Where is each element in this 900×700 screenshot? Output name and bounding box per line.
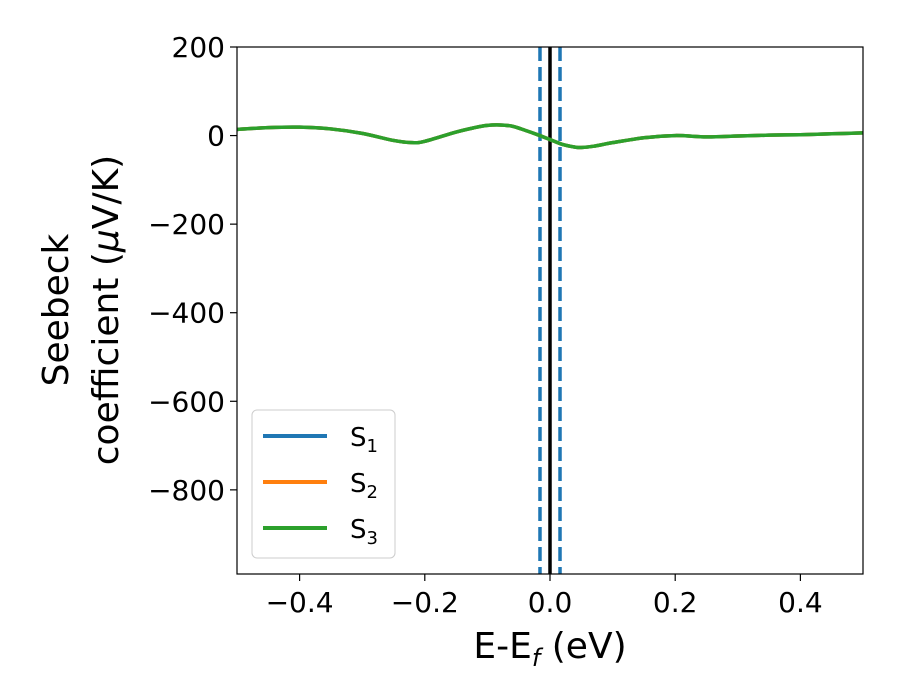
y-tick-label: −800: [148, 474, 225, 507]
y-axis-ticks: 200 0 −200 −400 −600 −800: [148, 31, 237, 507]
y-axis-title-prefix: coefficient (: [86, 252, 127, 465]
y-tick-label: 0: [207, 120, 225, 153]
x-axis-title: E-Ef (eV): [473, 626, 626, 672]
x-axis-ticks: −0.4 −0.2 0.0 0.2 0.4: [266, 574, 823, 619]
y-axis-title-line1: Seebeck: [36, 233, 77, 386]
y-tick-label: −200: [148, 208, 225, 241]
x-tick-label: 0.4: [778, 586, 823, 619]
legend-label-s1: S1: [350, 423, 378, 457]
y-axis-title: Seebeck coefficient (μV/K): [36, 155, 127, 465]
x-tick-label: −0.2: [391, 586, 459, 619]
series-line-s3: [237, 123, 863, 150]
y-tick-label: −400: [148, 297, 225, 330]
x-axis-title-main: E-E: [473, 626, 531, 667]
y-axis-title-mu: μ: [86, 229, 127, 253]
series-lines: [237, 123, 863, 150]
y-tick-label: −600: [148, 385, 225, 418]
x-tick-label: −0.4: [266, 586, 334, 619]
x-axis-title-suffix: (eV): [540, 626, 626, 667]
x-tick-label: 0.0: [528, 586, 573, 619]
x-tick-label: 0.2: [653, 586, 698, 619]
legend-label-s2: S2: [350, 469, 378, 503]
legend: S1 S2 S3: [251, 409, 396, 559]
y-axis-title-suffix: V/K): [86, 155, 127, 229]
y-tick-label: 200: [172, 31, 225, 64]
y-axis-title-line2: coefficient (μV/K): [86, 155, 127, 465]
legend-label-s3: S3: [350, 515, 378, 549]
